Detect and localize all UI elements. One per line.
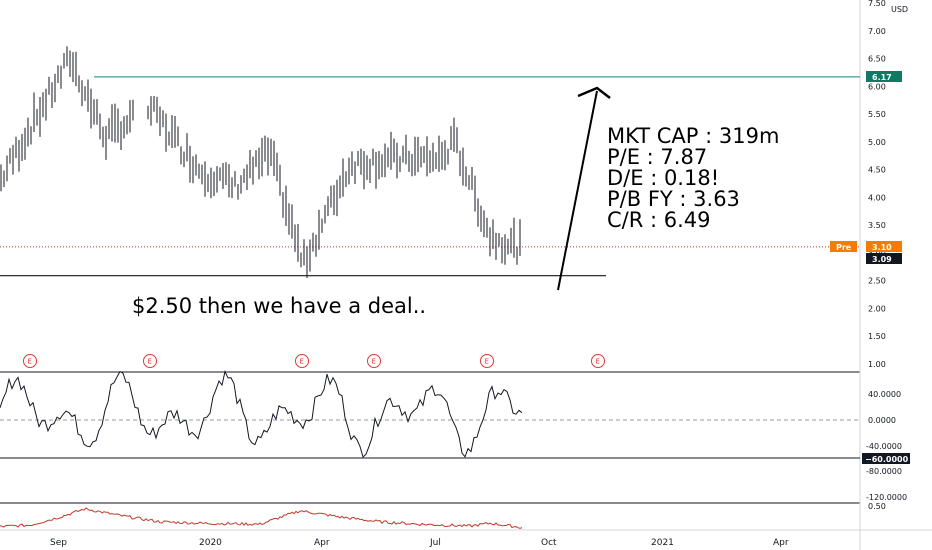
osc-tick-minus80: -80.0000 — [866, 467, 902, 476]
oscillator-axis[interactable]: 40.0000 0.0000 -40.0000 -80.0000 -120.00… — [866, 390, 907, 502]
time-label-apr: Apr — [314, 538, 330, 548]
price-tick-1: 7.00 — [868, 27, 886, 36]
time-label-2020: 2020 — [199, 538, 222, 548]
fundamentals-annotation[interactable]: MKT CAP : 319m P/E : 7.87 D/E : 0.18! P/… — [607, 124, 779, 232]
svg-text:3.09: 3.09 — [872, 255, 892, 264]
fundamentals-line-3: D/E : 0.18! — [607, 166, 719, 190]
time-label-sep: Sep — [50, 538, 67, 548]
svg-text:−60.0000: −60.0000 — [865, 455, 909, 464]
oscillator-threshold-tag: −60.0000 — [862, 453, 910, 464]
pre-market-tag: Pre 3.10 — [830, 241, 902, 252]
resistance-price-tag: 6.17 — [866, 71, 902, 82]
svg-text:6.17: 6.17 — [872, 73, 892, 82]
lower-series — [0, 507, 523, 529]
E-circle-icon[interactable] — [23, 354, 37, 368]
earnings-marker-label: E — [148, 358, 152, 366]
price-tick-6: 4.50 — [868, 166, 886, 175]
price-tick-2: 6.50 — [868, 55, 886, 64]
currency-label: USD — [891, 5, 908, 14]
time-label-apr-2: Apr — [773, 538, 789, 548]
E-circle-icon[interactable] — [295, 354, 309, 368]
earnings-marker-label: E — [300, 358, 304, 366]
lower-tick-050: 0.50 — [868, 502, 886, 511]
E-circle-icon[interactable] — [143, 354, 157, 368]
price-tick-0: 7.50 — [868, 0, 886, 8]
price-tick-8: 3.50 — [868, 221, 886, 230]
oscillator-series — [0, 369, 523, 458]
time-axis[interactable]: Sep 2020 Apr Jul Oct 2021 Apr — [50, 538, 789, 548]
arrow-shaft — [557, 90, 598, 291]
E-circle-icon[interactable] — [480, 354, 494, 368]
earnings-marker-label: E — [485, 358, 489, 366]
price-tick-12: 1.50 — [868, 332, 886, 341]
trend-arrow[interactable] — [557, 86, 611, 291]
osc-tick-0: 0.0000 — [868, 416, 896, 425]
arrow-up-icon — [577, 86, 611, 99]
earnings-marker-label: E — [372, 358, 376, 366]
fundamentals-line-5: C/R : 6.49 — [607, 208, 711, 232]
svg-text:Pre: Pre — [836, 243, 852, 252]
osc-tick-minus40: -40.0000 — [866, 442, 902, 451]
earnings-marker-label: E — [596, 358, 600, 366]
time-label-oct: Oct — [541, 538, 557, 548]
price-tick-11: 2.00 — [868, 304, 886, 313]
time-label-2021: 2021 — [651, 538, 674, 548]
osc-tick-40: 40.0000 — [868, 390, 901, 399]
E-circle-icon[interactable] — [591, 354, 605, 368]
E-circle-icon[interactable] — [367, 354, 381, 368]
price-series — [0, 46, 521, 279]
price-tick-10: 2.50 — [868, 277, 886, 286]
fundamentals-line-1: MKT CAP : 319m — [607, 124, 779, 148]
last-price-tag: 3.09 — [866, 253, 902, 264]
svg-text:3.10: 3.10 — [872, 243, 892, 252]
fundamentals-line-4: P/B FY : 3.63 — [607, 187, 740, 211]
price-axis[interactable]: 7.507.006.506.005.505.004.504.003.503.00… — [868, 0, 886, 369]
time-label-jul: Jul — [429, 538, 441, 548]
support-note[interactable]: $2.50 then we have a deal.. — [132, 294, 426, 318]
price-tick-3: 6.00 — [868, 82, 886, 91]
osc-tick-minus120: -120.0000 — [866, 493, 907, 502]
price-tick-4: 5.50 — [868, 110, 886, 119]
fundamentals-line-2: P/E : 7.87 — [607, 145, 707, 169]
price-tick-5: 5.00 — [868, 138, 886, 147]
price-tick-7: 4.00 — [868, 193, 886, 202]
price-tick-13: 1.00 — [868, 360, 886, 369]
earnings-marker-label: E — [28, 358, 32, 366]
